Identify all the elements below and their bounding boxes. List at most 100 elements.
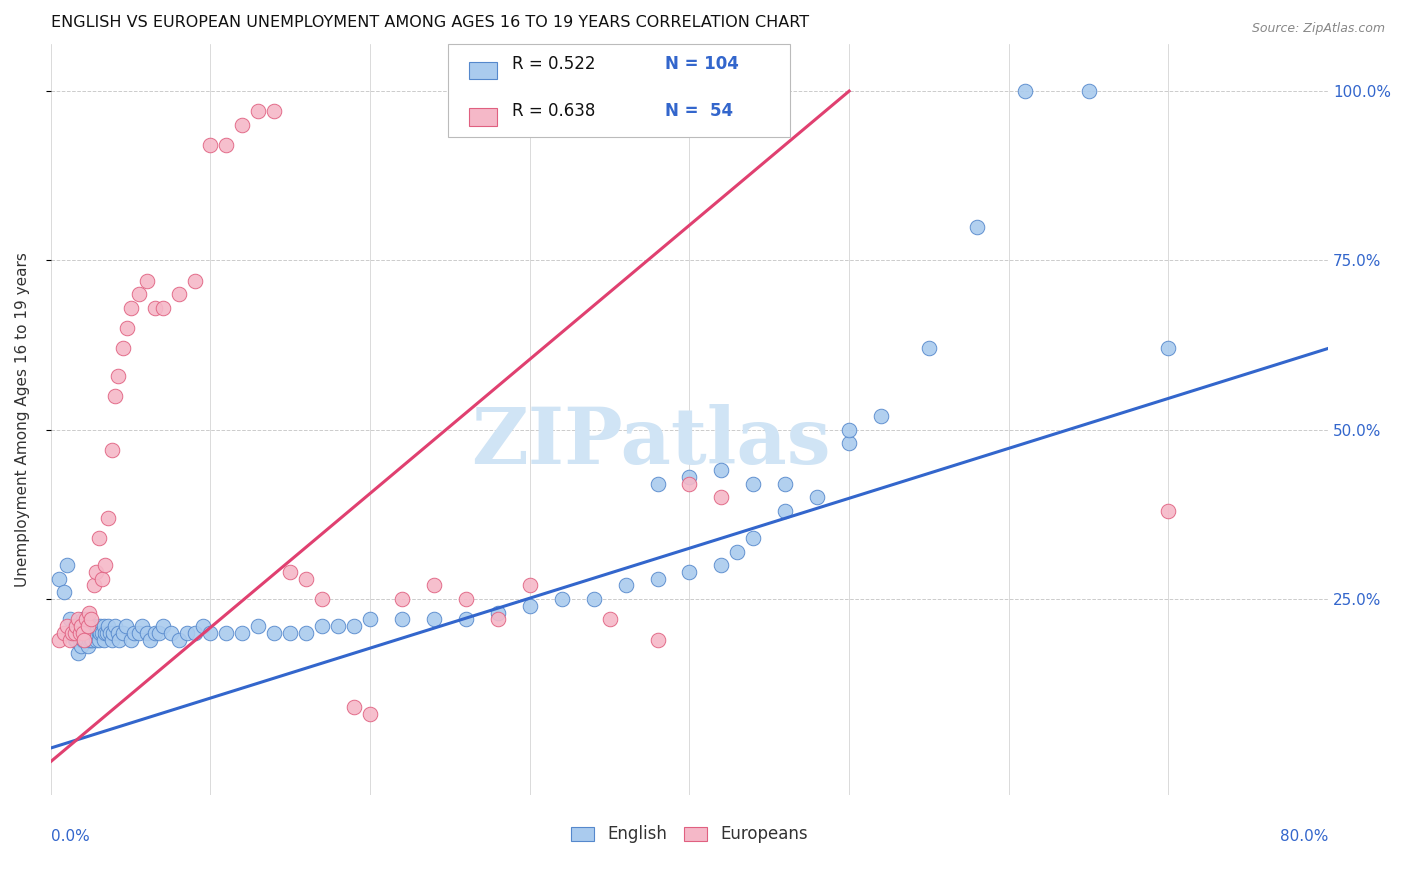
Point bbox=[742, 476, 765, 491]
Point bbox=[200, 625, 222, 640]
Point bbox=[63, 625, 86, 640]
Point bbox=[115, 619, 138, 633]
Point bbox=[87, 625, 110, 640]
Point bbox=[76, 625, 98, 640]
Point bbox=[56, 619, 79, 633]
Point bbox=[710, 558, 733, 573]
Point bbox=[295, 572, 318, 586]
Point bbox=[183, 274, 205, 288]
Bar bbox=[468, 109, 496, 126]
Point bbox=[59, 612, 82, 626]
Point bbox=[72, 625, 94, 640]
Point bbox=[614, 578, 637, 592]
Point bbox=[69, 625, 91, 640]
Point bbox=[678, 476, 700, 491]
Point bbox=[90, 625, 112, 640]
Point bbox=[97, 619, 120, 633]
Point bbox=[176, 625, 198, 640]
Point bbox=[77, 632, 100, 647]
Point bbox=[183, 625, 205, 640]
Point bbox=[72, 632, 94, 647]
Point bbox=[359, 707, 381, 722]
Point bbox=[582, 592, 605, 607]
Point bbox=[93, 619, 115, 633]
Point bbox=[391, 592, 413, 607]
Point bbox=[725, 544, 748, 558]
Text: 80.0%: 80.0% bbox=[1279, 830, 1329, 844]
Point bbox=[111, 625, 134, 640]
Point bbox=[75, 632, 97, 647]
Point bbox=[70, 640, 93, 654]
Point bbox=[82, 625, 104, 640]
Point bbox=[84, 565, 107, 579]
Point bbox=[75, 612, 97, 626]
Point bbox=[131, 619, 153, 633]
Point bbox=[152, 619, 174, 633]
Point bbox=[135, 625, 157, 640]
Point bbox=[311, 592, 333, 607]
Point bbox=[80, 612, 103, 626]
Point bbox=[551, 592, 574, 607]
Point bbox=[454, 612, 477, 626]
Point bbox=[94, 558, 117, 573]
Point bbox=[710, 491, 733, 505]
Point bbox=[139, 632, 162, 647]
Point bbox=[343, 619, 366, 633]
Point bbox=[215, 625, 238, 640]
Text: N =  54: N = 54 bbox=[665, 103, 734, 120]
Point bbox=[69, 625, 91, 640]
Point bbox=[966, 219, 988, 234]
Point bbox=[90, 572, 112, 586]
Point bbox=[143, 301, 166, 315]
Point bbox=[69, 632, 91, 647]
Point bbox=[108, 632, 131, 647]
Point bbox=[76, 619, 98, 633]
Point bbox=[152, 301, 174, 315]
Point bbox=[122, 625, 145, 640]
Point bbox=[83, 578, 105, 592]
Point bbox=[100, 443, 122, 458]
Point bbox=[647, 632, 669, 647]
Point bbox=[83, 619, 105, 633]
Text: ZIPatlas: ZIPatlas bbox=[471, 404, 831, 480]
Point bbox=[94, 625, 117, 640]
Point bbox=[83, 625, 105, 640]
Point bbox=[647, 476, 669, 491]
Point bbox=[111, 342, 134, 356]
Point bbox=[263, 104, 285, 119]
Point bbox=[77, 606, 100, 620]
Point bbox=[66, 612, 89, 626]
Point bbox=[143, 625, 166, 640]
Point bbox=[87, 632, 110, 647]
Point bbox=[63, 619, 86, 633]
Point bbox=[423, 578, 446, 592]
Point bbox=[159, 625, 181, 640]
Point bbox=[263, 625, 285, 640]
Text: 0.0%: 0.0% bbox=[51, 830, 90, 844]
Point bbox=[359, 612, 381, 626]
Point bbox=[73, 619, 96, 633]
Point bbox=[97, 510, 120, 524]
Text: N = 104: N = 104 bbox=[665, 55, 740, 73]
Point bbox=[599, 612, 621, 626]
Point bbox=[519, 599, 541, 613]
Point bbox=[191, 619, 214, 633]
Point bbox=[247, 104, 270, 119]
Point bbox=[96, 625, 118, 640]
Legend: English, Europeans: English, Europeans bbox=[571, 825, 808, 844]
Text: R = 0.522: R = 0.522 bbox=[512, 55, 595, 73]
Point bbox=[454, 592, 477, 607]
Point bbox=[72, 612, 94, 626]
Point bbox=[87, 531, 110, 545]
Point bbox=[107, 625, 129, 640]
Point bbox=[101, 625, 124, 640]
Point bbox=[75, 619, 97, 633]
Point bbox=[167, 287, 190, 301]
Point bbox=[128, 287, 150, 301]
Point bbox=[1014, 84, 1036, 98]
Point bbox=[742, 531, 765, 545]
Point bbox=[98, 625, 121, 640]
Point bbox=[59, 632, 82, 647]
Point bbox=[838, 436, 860, 450]
Point bbox=[89, 619, 111, 633]
